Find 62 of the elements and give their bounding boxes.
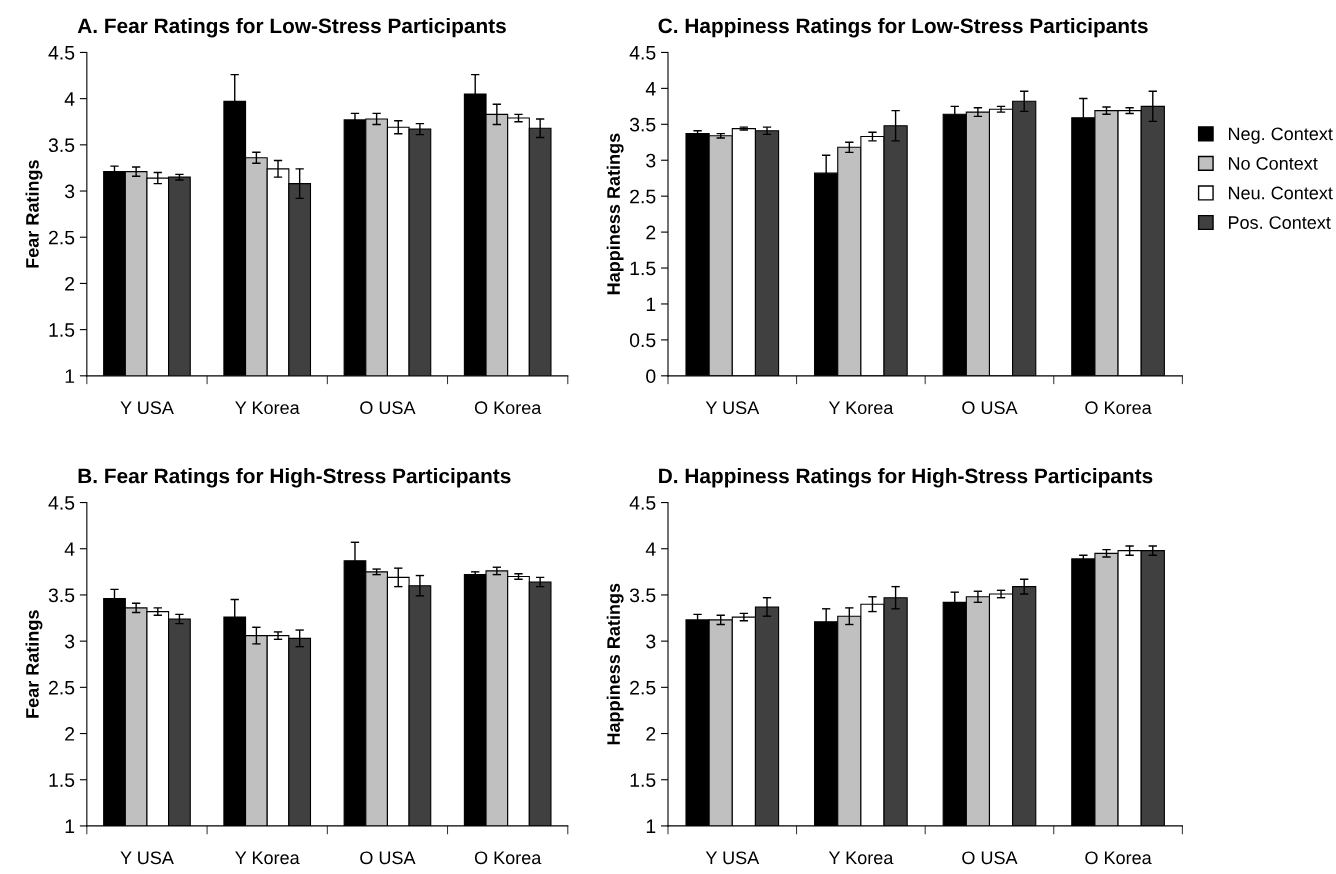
- y-tick-label: 4: [64, 92, 75, 106]
- y-tick-label: 3: [64, 634, 75, 649]
- y-tick-label: 1.5: [630, 773, 656, 787]
- y-tick-label: 3: [646, 153, 656, 168]
- x-tick-label: Y Korea: [828, 401, 894, 415]
- x-tick-label: O USA: [962, 851, 1018, 865]
- x-tick-label: Y Korea: [235, 851, 300, 865]
- y-tick-label: 3.5: [48, 138, 75, 153]
- x-tick-label: O USA: [360, 851, 416, 865]
- x-tick-label: O USA: [360, 401, 416, 415]
- legend-label: Pos. Context: [1228, 216, 1331, 229]
- y-tick-label: 1.5: [630, 261, 656, 276]
- y-tick-label: 2.5: [630, 189, 656, 204]
- y-tick-label: 1.5: [49, 323, 75, 337]
- x-tick-label: O USA: [962, 401, 1018, 415]
- x-tick-label: O Korea: [1085, 851, 1152, 865]
- y-tick-label: 4.5: [629, 46, 656, 60]
- x-tick-label: Y USA: [705, 401, 760, 415]
- y-tick-label: 3: [646, 634, 656, 649]
- y-tick-label: 1: [65, 819, 75, 833]
- legend-label: Neg. Context: [1228, 127, 1333, 144]
- y-tick-label: 3.5: [629, 117, 656, 132]
- legend-label: No Context: [1228, 157, 1318, 170]
- y-axis-title: Happiness Ratings: [606, 133, 624, 295]
- x-tick-label: O Korea: [474, 401, 542, 415]
- y-tick-label: 3.5: [48, 588, 75, 603]
- y-axis-title: Fear Ratings: [25, 160, 43, 268]
- y-tick-label: 2: [65, 727, 75, 741]
- y-tick-label: 3: [64, 184, 75, 199]
- y-tick-label: 3.5: [629, 588, 656, 603]
- y-tick-label: 2: [646, 225, 656, 240]
- x-tick-label: Y USA: [120, 401, 174, 415]
- y-axis-title: Happiness Ratings: [606, 583, 624, 745]
- y-tick-label: 4.5: [48, 46, 75, 60]
- y-tick-label: 2.5: [48, 680, 75, 695]
- y-tick-label: 2: [65, 276, 75, 291]
- x-tick-label: Y Korea: [235, 401, 300, 415]
- legend-label: Neu. Context: [1228, 186, 1333, 200]
- y-tick-label: 0: [646, 369, 656, 384]
- x-tick-label: Y Korea: [828, 851, 894, 865]
- x-tick-label: O Korea: [474, 851, 542, 865]
- y-tick-label: 4: [645, 82, 656, 96]
- y-tick-label: 2.5: [48, 230, 75, 245]
- chart-title: D. Happiness Ratings for High-Stress Participants: [659, 468, 1153, 488]
- y-tick-label: 0.5: [629, 333, 656, 348]
- chart-title: A. Fear Ratings for Low-Stress Participants: [77, 17, 506, 38]
- y-tick-label: 1: [65, 369, 75, 383]
- y-tick-label: 1.5: [49, 773, 75, 787]
- y-tick-label: 2.5: [630, 680, 656, 695]
- y-axis-title: Fear Ratings: [25, 610, 43, 718]
- y-tick-label: 4: [645, 542, 656, 556]
- y-tick-label: 4: [64, 542, 75, 556]
- y-tick-label: 1: [646, 819, 656, 833]
- chart-title: B. Fear Ratings for High-Stress Participants: [78, 468, 511, 488]
- y-tick-label: 2: [646, 727, 656, 741]
- x-tick-label: Y USA: [705, 851, 760, 865]
- x-tick-label: Y USA: [120, 851, 174, 865]
- chart-title: C. Happiness Ratings for Low-Stress Participants: [658, 17, 1148, 38]
- y-tick-label: 1: [646, 297, 656, 311]
- x-tick-label: O Korea: [1085, 401, 1152, 415]
- y-tick-label: 4.5: [48, 496, 75, 510]
- y-tick-label: 4.5: [629, 496, 656, 510]
